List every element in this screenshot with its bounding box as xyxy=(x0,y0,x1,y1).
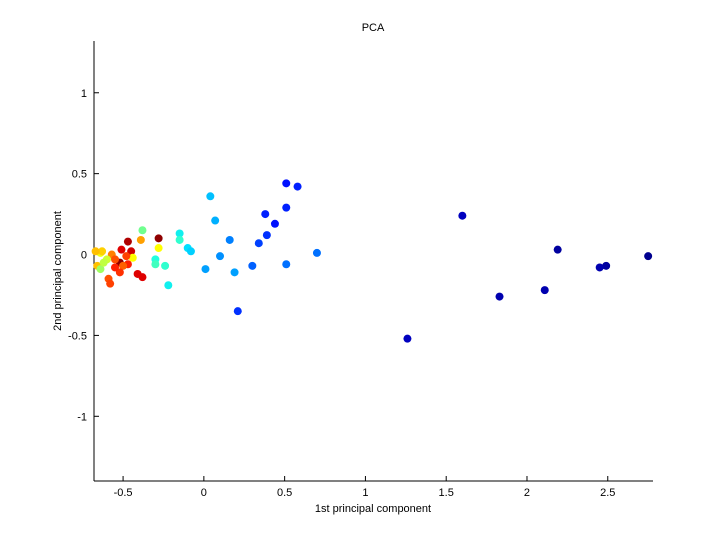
data-point xyxy=(127,247,136,256)
data-point xyxy=(175,229,184,238)
data-point xyxy=(164,281,173,290)
data-point xyxy=(91,247,100,256)
axes: -0.5 0 0.5 1 1.5 2 2.5 -1 -0.5 0 0.5 1 xyxy=(68,41,653,499)
x-tick-label: 0 xyxy=(201,487,207,499)
y-tick-label: 0 xyxy=(81,250,87,262)
data-point xyxy=(123,237,132,246)
data-point xyxy=(233,307,242,316)
data-point xyxy=(161,261,170,270)
data-point xyxy=(96,265,105,274)
data-point xyxy=(98,247,107,256)
data-point xyxy=(602,261,611,270)
data-point xyxy=(211,216,220,225)
y-axis-label: 2nd principal component xyxy=(52,211,64,331)
data-point xyxy=(216,252,225,261)
data-point xyxy=(136,235,145,244)
x-tick-label: 2 xyxy=(524,487,530,499)
data-point xyxy=(540,286,549,295)
data-point xyxy=(312,248,321,257)
x-tick-label: -0.5 xyxy=(114,487,133,499)
y-tick-label: 0.5 xyxy=(72,169,87,181)
data-point xyxy=(261,210,270,219)
data-point xyxy=(262,231,271,240)
data-point xyxy=(117,245,126,254)
data-point xyxy=(154,234,163,243)
y-tick-label: 1 xyxy=(81,88,87,100)
data-point xyxy=(206,192,215,201)
data-point xyxy=(495,292,504,301)
x-tick-label: 0.5 xyxy=(277,487,292,499)
data-point xyxy=(293,182,302,191)
data-point xyxy=(230,268,239,277)
data-point xyxy=(458,211,467,220)
chart-title: PCA xyxy=(362,22,385,34)
data-point xyxy=(138,226,147,235)
data-point xyxy=(595,263,604,272)
data-point xyxy=(154,244,163,253)
x-tick-label: 1.5 xyxy=(439,487,454,499)
data-point xyxy=(553,245,562,254)
data-point xyxy=(403,334,412,343)
x-axis-label: 1st principal component xyxy=(315,503,431,515)
data-point xyxy=(119,261,128,270)
data-point xyxy=(270,219,279,228)
data-point xyxy=(111,263,120,272)
data-point xyxy=(106,279,115,288)
x-tick-label: 1 xyxy=(362,487,368,499)
data-point xyxy=(225,235,234,244)
data-point xyxy=(115,268,124,277)
data-point xyxy=(282,179,291,188)
data-point xyxy=(99,258,108,267)
data-point xyxy=(138,273,147,282)
data-point xyxy=(644,252,653,261)
data-point xyxy=(122,252,131,261)
y-tick-label: -1 xyxy=(77,411,87,423)
data-point xyxy=(111,255,120,264)
data-point xyxy=(186,247,195,256)
data-point xyxy=(282,260,291,269)
data-point xyxy=(254,239,263,248)
data-point xyxy=(151,260,160,269)
data-point xyxy=(201,265,210,274)
data-points xyxy=(91,179,653,343)
data-point xyxy=(175,235,184,244)
x-tick-label: 2.5 xyxy=(600,487,615,499)
y-tick-label: -0.5 xyxy=(68,330,87,342)
data-point xyxy=(128,253,137,262)
data-point xyxy=(248,261,257,270)
data-point xyxy=(282,203,291,212)
